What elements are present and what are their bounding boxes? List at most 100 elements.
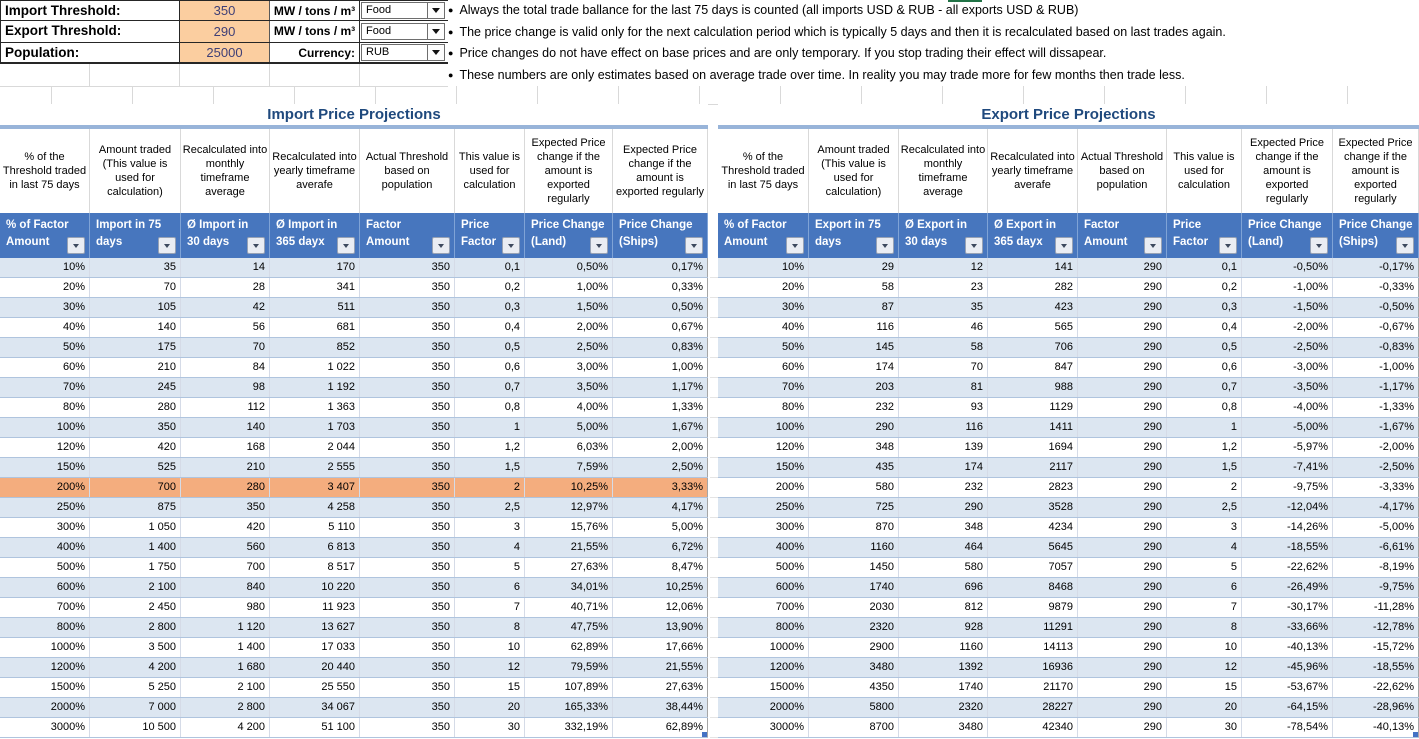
import-title-underline: [0, 125, 708, 129]
table-cell: 15,76%: [525, 518, 613, 537]
import-header-price: Price Factor: [455, 213, 525, 258]
table-cell: 34,01%: [525, 578, 613, 597]
table-cell: 280: [90, 398, 181, 417]
table-cell: -15,72%: [1333, 638, 1419, 657]
table-cell: 20%: [0, 278, 90, 297]
filter-dropdown-button[interactable]: [590, 237, 608, 254]
header-line1: Export in 75: [815, 219, 881, 231]
filter-dropdown-button[interactable]: [1310, 237, 1328, 254]
table-cell: 350: [360, 718, 455, 737]
table-cell: 17,66%: [613, 638, 708, 657]
filter-dropdown-button[interactable]: [1055, 237, 1073, 254]
table-cell: 2 100: [181, 678, 270, 697]
population-input-cell[interactable]: 25000: [180, 43, 270, 62]
table-cell: 70: [899, 358, 988, 377]
table-cell: 290: [1078, 278, 1167, 297]
table-cell: 1: [455, 418, 525, 437]
table-cell: 0,4: [1167, 318, 1242, 337]
table-cell: 210: [181, 458, 270, 477]
header-line1: % of Factor: [724, 219, 787, 231]
filter-dropdown-button[interactable]: [502, 237, 520, 254]
filter-dropdown-button[interactable]: [876, 237, 894, 254]
table-cell: 423: [988, 298, 1078, 317]
import-category-dropdown[interactable]: Food: [361, 2, 445, 19]
table-cell: 70%: [718, 378, 809, 397]
table-cell: 348: [809, 438, 899, 457]
table-cell: -11,28%: [1333, 598, 1419, 617]
table-cell: 20%: [718, 278, 809, 297]
header-line2: (Ships): [619, 236, 658, 248]
table-cell: 500%: [0, 558, 90, 577]
filter-dropdown-button[interactable]: [247, 237, 265, 254]
table-row: 100% 290 116 1411 290 1 -5,00% -1,67%: [718, 418, 1419, 438]
table-cell: 290: [1078, 458, 1167, 477]
currency-label: Currency:: [270, 43, 360, 62]
table-row: 250% 725 290 3528 290 2,5 -12,04% -4,17%: [718, 498, 1419, 518]
table-cell: 420: [90, 438, 181, 457]
table-cell: 3,50%: [525, 378, 613, 397]
export-category-dropdown[interactable]: Food: [361, 23, 445, 40]
table-cell: 150%: [0, 458, 90, 477]
import-category-value: Food: [366, 4, 392, 16]
table-cell: 13 627: [270, 618, 360, 637]
header-line1: Import in 75: [96, 219, 162, 231]
header-line1: Price Change: [619, 219, 693, 231]
table-cell: -9,75%: [1242, 478, 1333, 497]
table-cell: 9879: [988, 598, 1078, 617]
table-resize-handle[interactable]: [1413, 732, 1418, 737]
chevron-down-icon[interactable]: [427, 3, 444, 18]
table-cell: 6 813: [270, 538, 360, 557]
table-cell: 2 044: [270, 438, 360, 457]
filter-dropdown-button[interactable]: [1396, 237, 1414, 254]
table-cell: 1200%: [0, 658, 90, 677]
table-cell: 4: [1167, 538, 1242, 557]
header-line2: days: [815, 236, 842, 248]
table-cell: 168: [181, 438, 270, 457]
table-row: 80% 232 93 1129 290 0,8 -4,00% -1,33%: [718, 398, 1419, 418]
table-cell: 1 022: [270, 358, 360, 377]
filter-dropdown-button[interactable]: [965, 237, 983, 254]
table-cell: 8: [455, 618, 525, 637]
table-cell: -18,55%: [1333, 658, 1419, 677]
filter-dropdown-button[interactable]: [1219, 237, 1237, 254]
description-text: Actual Threshold based on population: [365, 151, 449, 191]
table-cell: 140: [181, 418, 270, 437]
filter-dropdown-button[interactable]: [685, 237, 703, 254]
table-cell: 290: [1078, 638, 1167, 657]
export-column-description: Recalculated into yearly timeframe avera…: [988, 129, 1078, 213]
table-cell: 200%: [718, 478, 809, 497]
table-cell: 0,3: [455, 298, 525, 317]
table-cell: 928: [899, 618, 988, 637]
filter-arrow-icon: [253, 243, 259, 248]
table-resize-handle[interactable]: [702, 732, 707, 737]
table-row: 700% 2030 812 9879 290 7 -30,17% -11,28%: [718, 598, 1419, 618]
table-cell: 16936: [988, 658, 1078, 677]
table-cell: 0,17%: [613, 258, 708, 277]
filter-dropdown-button[interactable]: [1144, 237, 1162, 254]
table-cell: 3000%: [0, 718, 90, 737]
table-cell: -5,00%: [1333, 518, 1419, 537]
table-cell: 21,55%: [613, 658, 708, 677]
import-header-price-change: Price Change (Ships): [613, 213, 708, 258]
table-cell: 350: [360, 358, 455, 377]
currency-dropdown[interactable]: RUB: [361, 44, 445, 61]
table-cell: 290: [1078, 718, 1167, 737]
table-cell: -0,83%: [1333, 338, 1419, 357]
table-cell: 0,83%: [613, 338, 708, 357]
table-row: 800% 2320 928 11291 290 8 -33,66% -12,78%: [718, 618, 1419, 638]
filter-dropdown-button[interactable]: [337, 237, 355, 254]
filter-arrow-icon: [343, 243, 349, 248]
table-cell: 1 120: [181, 618, 270, 637]
chevron-down-icon[interactable]: [427, 45, 444, 60]
filter-dropdown-button[interactable]: [786, 237, 804, 254]
header-line2: (Land): [531, 236, 567, 248]
chevron-down-icon[interactable]: [427, 24, 444, 39]
filter-dropdown-button[interactable]: [67, 237, 85, 254]
export-column-description: % of the Threshold traded in last 75 day…: [718, 129, 809, 213]
export-threshold-input-cell[interactable]: 290: [180, 21, 270, 42]
import-threshold-input-cell[interactable]: 350: [180, 1, 270, 20]
filter-dropdown-button[interactable]: [158, 237, 176, 254]
table-cell: 47,75%: [525, 618, 613, 637]
table-cell: 35: [90, 258, 181, 277]
filter-dropdown-button[interactable]: [432, 237, 450, 254]
